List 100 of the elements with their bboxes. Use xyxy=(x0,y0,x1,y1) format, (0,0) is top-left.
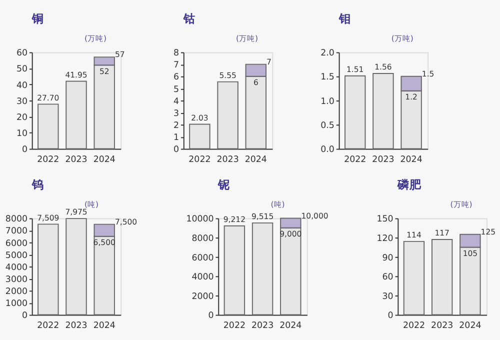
y-tick-label: 4000 xyxy=(192,272,214,283)
chart-title: 铜 xyxy=(30,11,44,26)
bar xyxy=(66,80,87,150)
y-tick-label: 150 xyxy=(376,214,394,225)
chart-title: 磷肥 xyxy=(396,177,423,192)
y-tick-label: 10 xyxy=(16,129,28,140)
data-label: 52 xyxy=(99,66,110,76)
y-tick-label: 6000 xyxy=(192,253,214,264)
y-tick-label: 2000 xyxy=(192,292,214,302)
y-tick-label: 60 xyxy=(16,48,28,59)
x-tick-label: 2022 xyxy=(223,320,246,331)
y-axis-title: (吨) xyxy=(270,200,285,210)
y-tick-label: 5000 xyxy=(5,250,28,261)
data-label: 105 xyxy=(462,248,478,258)
data-label: 1.2 xyxy=(405,92,418,102)
chart-title: 钴 xyxy=(182,11,196,26)
bar xyxy=(403,240,425,316)
bar xyxy=(431,239,453,316)
y-tick-label: 0 xyxy=(22,145,28,156)
y-axis-title: (吨) xyxy=(84,200,98,210)
total-label: 125 xyxy=(480,227,496,236)
data-label: 2.03 xyxy=(191,113,208,122)
x-tick-label: 2024 xyxy=(93,320,116,331)
total-label: 1.5 xyxy=(422,69,434,78)
x-tick-label: 2022 xyxy=(37,154,60,165)
x-tick-label: 2024 xyxy=(93,154,116,165)
y-tick-label: 0 xyxy=(22,311,28,322)
x-tick-label: 2024 xyxy=(459,320,482,331)
x-tick-label: 2024 xyxy=(280,320,302,331)
y-tick-label: 6000 xyxy=(5,238,28,249)
y-tick-label: 7000 xyxy=(5,226,28,237)
y-tick-label: 6 xyxy=(174,72,180,83)
bar xyxy=(38,224,59,316)
data-label: 1.56 xyxy=(374,62,392,72)
y-tick-label: 30 xyxy=(16,96,28,107)
bar xyxy=(224,225,246,316)
data-label: 1.51 xyxy=(346,65,364,74)
y-tick-label: 8000 xyxy=(192,234,214,244)
y-tick-label: 10000 xyxy=(186,214,214,225)
x-tick-label: 2024 xyxy=(244,154,268,165)
x-tick-label: 2023 xyxy=(431,320,454,331)
data-label: 7,509 xyxy=(37,213,60,222)
y-tick-label: 8 xyxy=(174,48,180,59)
data-label: 41.95 xyxy=(65,70,88,80)
y-tick-label: 20 xyxy=(16,112,28,123)
bar xyxy=(252,222,274,316)
chart-title: 铌 xyxy=(217,177,230,192)
y-tick-label: 1000 xyxy=(5,299,28,310)
x-tick-label: 2023 xyxy=(65,154,88,165)
y-axis-title: (万吨) xyxy=(391,34,414,44)
y-tick-label: 3 xyxy=(174,108,180,119)
y-tick-label: 30 xyxy=(382,292,394,302)
x-tick-label: 2022 xyxy=(402,320,426,331)
bar xyxy=(344,75,366,150)
x-tick-label: 2024 xyxy=(400,154,423,165)
y-tick-label: 1.0 xyxy=(320,96,334,107)
bar xyxy=(38,104,59,150)
y-axis-title: (万吨) xyxy=(450,200,472,210)
data-label: 6 xyxy=(253,78,258,88)
x-tick-label: 2023 xyxy=(216,154,239,165)
bar xyxy=(372,72,394,150)
y-tick-label: 1 xyxy=(174,133,180,144)
y-tick-label: 1.5 xyxy=(320,72,334,83)
data-label: 27.70 xyxy=(37,93,60,102)
y-tick-label: 120 xyxy=(376,234,394,244)
y-tick-label: 50 xyxy=(16,64,28,75)
x-tick-label: 2022 xyxy=(344,154,366,165)
x-tick-label: 2022 xyxy=(188,154,211,165)
y-tick-label: 40 xyxy=(16,80,28,91)
bar xyxy=(189,124,210,150)
x-tick-label: 2023 xyxy=(252,320,274,331)
x-tick-label: 2023 xyxy=(65,320,88,331)
data-label: 114 xyxy=(406,230,422,240)
y-tick-label: 90 xyxy=(382,253,394,264)
y-tick-label: 7 xyxy=(174,60,180,71)
y-tick-label: 3000 xyxy=(5,274,28,285)
y-axis-title: (万吨) xyxy=(236,34,258,44)
y-tick-label: 0 xyxy=(208,311,214,322)
y-tick-label: 4000 xyxy=(5,262,28,273)
y-tick-label: 0 xyxy=(174,145,180,156)
y-axis-title: (万吨) xyxy=(84,34,106,44)
y-tick-label: 0 xyxy=(388,311,394,322)
y-tick-label: 0.5 xyxy=(320,121,334,132)
y-tick-label: 0.0 xyxy=(320,145,334,156)
y-tick-label: 2 xyxy=(174,121,180,132)
total-label: 57 xyxy=(114,50,125,60)
y-tick-label: 60 xyxy=(382,272,394,283)
y-tick-label: 8000 xyxy=(5,214,28,225)
chart-title: 钼 xyxy=(338,11,351,26)
y-tick-label: 4 xyxy=(174,96,180,107)
data-label: 7,975 xyxy=(65,208,88,217)
x-tick-label: 2022 xyxy=(37,320,60,331)
total-label: 7 xyxy=(266,57,272,66)
x-tick-label: 2023 xyxy=(372,154,394,165)
y-tick-label: 2000 xyxy=(5,287,28,298)
chart-title: 钨 xyxy=(30,177,44,192)
total-label: 10,000 xyxy=(301,211,328,220)
data-label: 9,515 xyxy=(251,212,274,222)
data-label: 5.55 xyxy=(219,70,236,80)
y-tick-label: 5 xyxy=(174,84,180,95)
